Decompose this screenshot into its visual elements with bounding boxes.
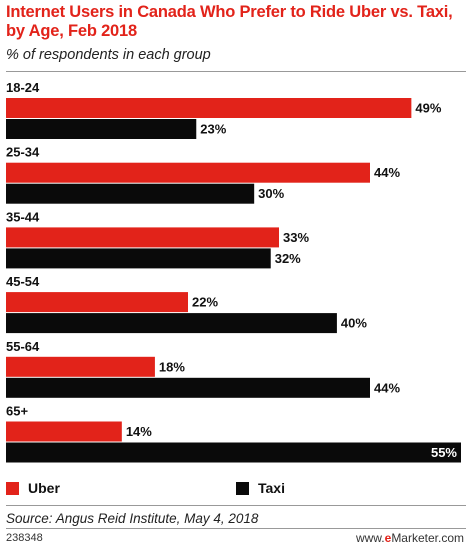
brand-logo: www.eMarketer.com (356, 531, 464, 545)
bar-taxi (6, 442, 461, 463)
chart-title: Internet Users in Canada Who Prefer to R… (6, 3, 453, 40)
data-label-uber: 49% (415, 101, 441, 116)
bar-taxi (6, 183, 255, 204)
data-label-taxi: 40% (341, 316, 367, 331)
bar-taxi (6, 119, 197, 139)
legend-item-uber: Uber (6, 480, 60, 496)
data-label-taxi: 23% (200, 122, 226, 137)
data-label-uber: 18% (159, 359, 185, 374)
bar-uber (6, 292, 188, 313)
data-label-uber: 44% (374, 165, 400, 180)
source-note: Source: Angus Reid Institute, May 4, 201… (6, 511, 259, 526)
brand-prefix: www. (355, 531, 385, 545)
legend-label-uber: Uber (28, 480, 60, 496)
category-label: 18-24 (6, 80, 40, 95)
bar-taxi (6, 313, 337, 334)
legend-label-taxi: Taxi (258, 480, 285, 496)
footer-divider (6, 528, 466, 529)
bar-uber (6, 98, 412, 118)
chart-id: 238348 (6, 532, 43, 544)
data-label-taxi: 55% (431, 445, 457, 460)
category-label: 55-64 (6, 339, 40, 354)
bar-uber (6, 421, 122, 442)
legend-item-taxi: Taxi (236, 480, 285, 496)
bar-uber (6, 356, 155, 377)
bar-taxi (6, 377, 370, 398)
bar-uber (6, 162, 370, 183)
data-label-taxi: 44% (374, 380, 400, 395)
chart-subtitle: % of respondents in each group (6, 47, 211, 63)
bar-uber (6, 227, 279, 248)
bar-taxi (6, 248, 271, 269)
data-label-uber: 33% (283, 230, 309, 245)
category-label: 25-34 (6, 145, 40, 160)
category-label: 65+ (6, 404, 28, 419)
legend-swatch-taxi (236, 481, 249, 495)
source-divider (6, 505, 466, 506)
data-label-taxi: 32% (275, 251, 301, 266)
category-label: 45-54 (6, 274, 40, 289)
legend-swatch-uber (6, 481, 19, 495)
brand-e: e (384, 531, 392, 545)
brand-rest: Marketer.com (391, 531, 464, 545)
data-label-uber: 14% (126, 424, 152, 439)
data-label-uber: 22% (192, 295, 218, 310)
category-label: 35-44 (6, 209, 40, 224)
data-label-taxi: 30% (258, 186, 284, 201)
top-divider (6, 71, 466, 72)
